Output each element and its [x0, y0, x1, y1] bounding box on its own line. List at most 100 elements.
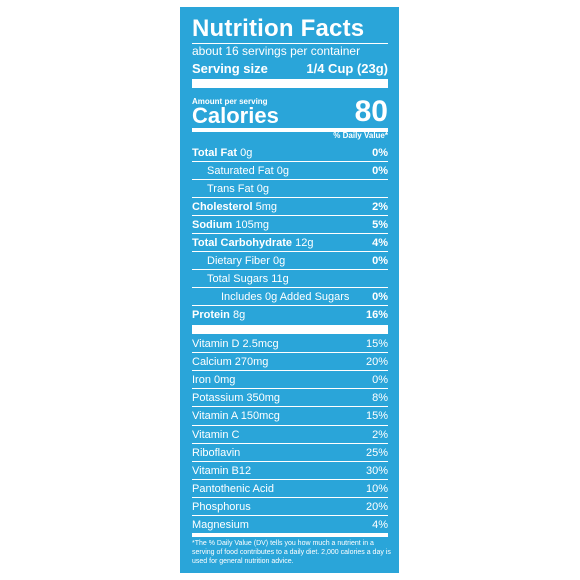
vitamin-row: Vitamin D 2.5mcg 15% [192, 335, 388, 353]
nutrient-daily-value: 0% [372, 255, 388, 267]
nutrient-amount: 0g [240, 147, 253, 159]
nutrient-daily-value: 16% [365, 309, 388, 321]
vitamin-row: Vitamin A 150mcg 15% [192, 407, 388, 425]
vitamin-row: Phosphorus 20% [192, 498, 388, 516]
footnote: *The % Daily Value (DV) tells you how mu… [192, 540, 391, 565]
nutrient-amount: 0g [276, 165, 289, 177]
vitamin-daily-value: 10% [365, 483, 388, 495]
divider [192, 43, 388, 44]
nutrient-name: Total Carbohydrate 12g [192, 237, 314, 249]
row-divider [192, 479, 388, 480]
vitamin-name: Iron 0mg [192, 374, 236, 386]
row-divider [192, 287, 388, 288]
label-title: Nutrition Facts [192, 15, 365, 42]
vitamin-row: Potassium 350mg 8% [192, 389, 388, 407]
vitamin-name: Vitamin A 150mcg [192, 410, 280, 422]
calories-label: Calories [192, 103, 279, 128]
nutrient-name: Saturated Fat 0g [207, 165, 289, 177]
nutrient-row: Total Carbohydrate 12g 4% [192, 234, 388, 252]
vitamin-name: Riboflavin [192, 447, 241, 459]
nutrient-row: Total Fat 0g 0% [192, 144, 388, 162]
vitamin-daily-value: 2% [372, 429, 388, 441]
vitamin-daily-value: 15% [365, 338, 388, 350]
row-divider [192, 370, 388, 371]
row-divider [192, 388, 388, 389]
serving-size-value: 1/4 Cup (23g) [306, 61, 388, 76]
vitamin-daily-value: 15% [365, 410, 388, 422]
vitamin-row: Pantothenic Acid 10% [192, 480, 388, 498]
nutrient-name: Includes 0g Added Sugars [221, 291, 350, 303]
vitamin-row: Iron 0mg 0% [192, 371, 388, 389]
vitamin-row: Magnesium 4% [192, 516, 388, 534]
row-divider [192, 515, 388, 516]
nutrient-amount: 0g [256, 183, 269, 195]
thick-divider [192, 79, 388, 88]
nutrient-row: Saturated Fat 0g 0% [192, 162, 388, 180]
servings-per-container: about 16 servings per container [192, 44, 361, 58]
vitamin-daily-value: 30% [365, 465, 388, 477]
row-divider [192, 179, 388, 180]
nutrient-amount: 12g [295, 237, 314, 249]
vitamin-name: Vitamin C [192, 429, 240, 441]
vitamin-row: Vitamin C 2% [192, 426, 388, 444]
row-divider [192, 215, 388, 216]
nutrient-daily-value: 4% [372, 237, 388, 249]
nutrient-amount: 5mg [255, 201, 277, 213]
vitamin-daily-value: 25% [365, 447, 388, 459]
row-divider [192, 233, 388, 234]
nutrient-amount: 8g [232, 309, 246, 321]
nutrient-amount: 105mg [235, 219, 270, 231]
vitamin-name: Calcium 270mg [192, 356, 269, 368]
nutrient-row: Protein 8g 16% [192, 306, 388, 324]
row-divider [192, 305, 388, 306]
row-divider [192, 251, 388, 252]
vitamin-name: Vitamin B12 [192, 465, 252, 477]
nutrient-daily-value: 2% [372, 201, 388, 213]
nutrient-name: Dietary Fiber 0g [207, 255, 286, 267]
row-divider [192, 406, 388, 407]
nutrient-amount: 0g [273, 255, 286, 267]
nutrient-daily-value: 0% [372, 165, 388, 177]
nutrient-name: Sodium 105mg [192, 219, 270, 231]
nutrient-row: Sodium 105mg 5% [192, 216, 388, 234]
nutrient-row: Cholesterol 5mg 2% [192, 198, 388, 216]
medium-divider [192, 128, 388, 132]
medium-divider [192, 533, 388, 537]
nutrient-daily-value: 0% [372, 147, 388, 159]
vitamin-daily-value: 4% [372, 519, 388, 531]
vitamin-daily-value: 8% [372, 392, 388, 404]
thick-divider [192, 325, 388, 334]
nutrient-row: Includes 0g Added Sugars 0% [192, 288, 388, 306]
vitamin-daily-value: 20% [365, 356, 388, 368]
amount-per-serving: Amount per serving [192, 97, 268, 106]
nutrient-name: Cholesterol 5mg [192, 201, 277, 213]
vitamin-name: Potassium 350mg [192, 392, 281, 404]
nutrient-name: Total Fat 0g [192, 147, 253, 159]
nutrient-daily-value: 5% [372, 219, 388, 231]
vitamin-daily-value: 20% [365, 501, 388, 513]
vitamin-name: Pantothenic Acid [192, 483, 274, 495]
vitamin-row: Riboflavin 25% [192, 444, 388, 462]
nutrient-name: Trans Fat 0g [207, 183, 269, 195]
nutrient-row: Trans Fat 0g [192, 180, 388, 198]
vitamin-row: Calcium 270mg 20% [192, 353, 388, 371]
row-divider [192, 461, 388, 462]
nutrient-row: Total Sugars 11g [192, 270, 388, 288]
vitamin-name: Phosphorus [192, 501, 251, 513]
row-divider [192, 161, 388, 162]
serving-size-label: Serving size [192, 61, 268, 76]
vitamin-name: Vitamin D 2.5mcg [192, 338, 279, 350]
vitamin-daily-value: 0% [372, 374, 388, 386]
calories-value: 80 [354, 95, 388, 128]
row-divider [192, 425, 388, 426]
daily-value-header: % Daily Value* [333, 131, 388, 140]
row-divider [192, 197, 388, 198]
vitamin-row: Vitamin B12 30% [192, 462, 388, 480]
row-divider [192, 443, 388, 444]
nutrient-daily-value: 0% [372, 291, 388, 303]
nutrient-amount: 11g [271, 273, 289, 285]
row-divider [192, 269, 388, 270]
row-divider [192, 497, 388, 498]
row-divider [192, 352, 388, 353]
nutrient-name: Total Sugars 11g [207, 273, 289, 285]
